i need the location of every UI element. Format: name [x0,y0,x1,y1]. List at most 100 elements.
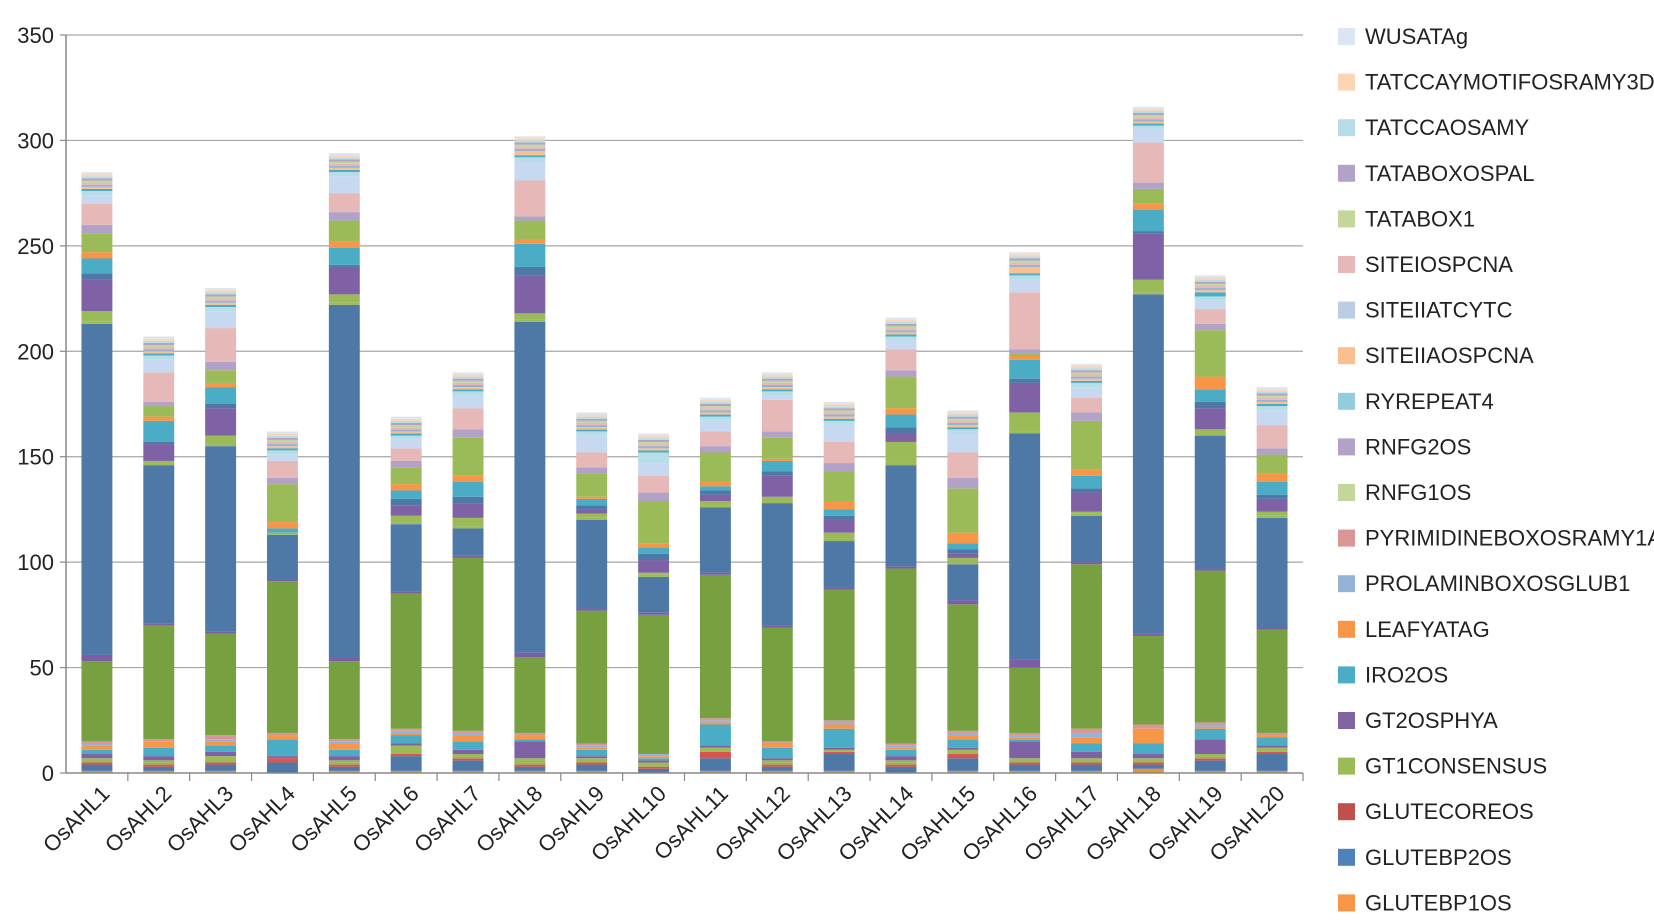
bar-segment-siteiiatcytc [1071,376,1102,379]
bar-segment-tatccaosamy [143,340,175,343]
bar-segment-rnfg1os [761,627,793,742]
bar-segment-upper-9 [1194,309,1226,324]
bar-segment-upper-11 [576,431,608,436]
bar-segment-ryrepeat4 [1256,404,1288,407]
gridlines [66,34,1303,669]
legend-swatch [1338,210,1355,228]
bar-segment-tatccaymotifosramy3d [947,412,979,415]
bar-segment-glutebp1os [761,770,793,773]
bar-segment-siteiospcna [823,412,855,415]
bar-segment-upper-8 [638,492,670,501]
bar-segment-gt1consensus [390,745,422,755]
bar-segment-glutebp2os [205,764,237,771]
bar-segment-glutebp2os [1132,764,1164,769]
bar-segment-upper-2 [1256,511,1288,516]
bar-segment-upper-6 [1132,203,1164,211]
bar-segment-ryrepeat4 [638,450,670,453]
bar-segment-upper-9 [699,431,731,447]
bar-segment-iro2os [514,739,546,742]
bar-segment-tatccaosamy [390,420,422,423]
bar-segment-upper-11 [328,172,360,177]
bar-segment-tataboxospal [205,294,237,297]
bar-segment-rnfg2os [761,625,793,628]
bar-segment-upper-2 [947,557,979,563]
bar-segment-ryrepeat4 [576,429,608,432]
bar-segment-glutebp1os [1256,770,1288,773]
bar-segment-upper-0 [81,323,113,655]
bar-segment-rnfg2os [1132,633,1164,636]
bar-segment-tatccaosamy [452,376,484,379]
bar-segment-upper-4 [205,404,237,409]
bar-segment-gt2osphya [514,741,546,759]
bar-segment-ryrepeat4 [1009,273,1041,276]
bar-segment-rnfg2os [205,631,237,634]
bar-segment-glutebp1os [81,770,113,773]
bar-segment-upper-11 [885,336,917,341]
bar-segment-upper-5 [885,414,917,428]
legend-label: GLUTEBP1OS [1365,890,1512,915]
x-tick-label: OsAHL8 [471,781,547,857]
bar-segment-upper-7 [328,220,360,242]
y-tick-label: 350 [17,23,54,48]
legend-label: GT1CONSENSUS [1365,754,1547,779]
bar-segment-gt1consensus [205,756,237,763]
bar-segment-siteiospcna [1009,262,1041,265]
bar-segment-upper-7 [81,233,113,253]
bar-segment-upper-6 [638,543,670,548]
bar-segment-tatccaymotifosramy3d [638,435,670,438]
bar-segment-siteiospcna [514,146,546,149]
y-tick-labels: 0 50 100 150 200 250 300 350 [17,23,66,786]
bar-segment-siteiospcna [1132,117,1164,120]
bar-segment-siteiiaospcna [885,332,917,335]
bar-segment-wusatag [576,412,608,415]
bar-segment-upper-2 [576,513,608,518]
bar-segment-ryrepeat4 [267,448,298,451]
bar-segment-gt2osphya [267,756,298,759]
bar-segment-iro2os [390,735,422,744]
x-tick-label: OsAHL3 [162,781,238,857]
bar-segment-siteiospcna [699,408,731,411]
legend-swatch [1338,666,1355,684]
bar-segment-upper-5 [1132,210,1164,232]
bar-segment-gt2osphya [761,758,793,761]
bar-segment-upper-7 [947,488,979,533]
bar-segment-upper-6 [1071,469,1102,476]
bar-segment-upper-3 [390,505,422,516]
bar-segment-leafyatag [1256,735,1288,738]
bar-segment-prolaminboxosglub1 [205,739,237,742]
bar-segment-pyrimidineboxosramy1a [1256,732,1288,736]
legend-swatch [1338,529,1355,547]
bar-segment-upper-3 [1194,408,1226,430]
bar-segment-glutebp1os [1071,770,1102,773]
bar-segment-rnfg1os [1194,570,1226,723]
bar-segment-upper-9 [1071,397,1102,413]
bar-segment-pyrimidineboxosramy1a [885,743,917,746]
bar-segment-rnfg2os [947,600,979,605]
bar-segment-upper-8 [143,401,175,407]
bar-segment-upper-2 [823,532,855,539]
bar-segment-tatccaosamy [514,140,546,143]
bar-segment-upper-2 [267,532,298,535]
bar-segment-pyrimidineboxosramy1a [1132,724,1164,729]
bar-segment-siteiiaospcna [1009,266,1041,274]
bar-segment-tatabox1 [390,425,422,428]
bar-segment-tataboxospal [1256,393,1288,396]
bar-segment-tatccaosamy [823,406,855,409]
legend-swatch [1338,256,1355,273]
bar-segment-upper-2 [514,313,546,320]
bar-segment-upper-2 [205,435,237,445]
bar-segment-iro2os [267,739,298,757]
bar-segment-pyrimidineboxosramy1a [143,739,175,742]
bar-segment-siteiiatcytc [823,414,855,417]
bar-segment-prolaminboxosglub1 [699,720,731,723]
bar-segment-upper-0 [514,321,546,653]
bar-segment-gt1consensus [328,760,360,765]
bar-segment-upper-9 [885,349,917,371]
bar-segment-upper-1 [1256,515,1288,518]
bar-segment-siteiiatcytc [390,429,422,432]
bar-segment-rnfg2os [81,654,113,662]
legend-swatch [1338,712,1355,729]
x-tick-label: OsAHL2 [100,781,176,857]
bar-segment-glutebp2os [452,760,484,771]
bar-segment-leafyatag [699,722,731,725]
